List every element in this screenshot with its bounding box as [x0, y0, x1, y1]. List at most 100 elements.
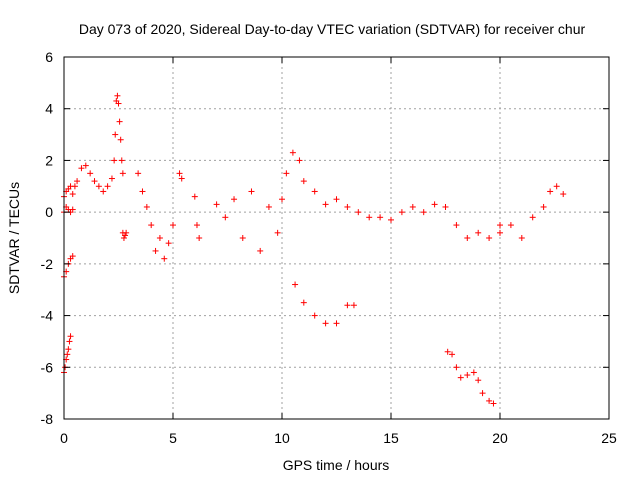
data-point	[122, 232, 129, 239]
data-point	[344, 302, 351, 309]
data-point	[388, 216, 394, 223]
data-point	[116, 118, 123, 125]
data-point	[161, 255, 168, 262]
data-point	[170, 222, 176, 229]
series-5.3h	[176, 170, 185, 182]
data-point	[231, 196, 238, 203]
series-deep-start	[61, 333, 74, 376]
data-point	[311, 188, 318, 195]
data-point	[111, 157, 118, 164]
data-point	[453, 364, 460, 371]
data-point	[449, 351, 456, 358]
data-point	[165, 240, 172, 247]
series-6.1h	[191, 193, 203, 241]
data-point	[350, 302, 357, 309]
data-point	[444, 348, 451, 355]
data-point	[366, 214, 373, 221]
data-point	[176, 170, 183, 177]
chart-title: Day 073 of 2020, Sidereal Day-to-day VTE…	[79, 21, 586, 37]
series-10-13h-negative	[292, 281, 357, 327]
data-point	[82, 162, 89, 169]
x-tick-label: 15	[383, 430, 399, 446]
series-spike-2.4h	[111, 92, 126, 177]
axis-ticks: 0 5 10 15 20 25 -8 -6 -4 -2 0 2 4 6	[41, 49, 617, 446]
data-point	[143, 203, 150, 210]
data-point	[123, 229, 130, 236]
data-point	[95, 183, 102, 190]
data-point	[475, 229, 482, 236]
data-point	[248, 188, 255, 195]
data-point	[457, 374, 464, 381]
data-point	[497, 229, 503, 236]
data-point	[196, 235, 203, 241]
series-7-10h-cluster	[213, 188, 285, 254]
data-point	[69, 253, 76, 260]
x-tick-label: 20	[492, 430, 508, 446]
data-point	[296, 157, 303, 164]
series-14-20h-band	[377, 201, 503, 241]
y-tick-label: -2	[41, 256, 54, 272]
data-point	[333, 320, 340, 327]
data-point	[71, 183, 78, 190]
data-point	[152, 247, 159, 254]
data-point	[464, 372, 471, 379]
series-20-23h-rise	[497, 183, 567, 241]
x-tick-label: 25	[601, 430, 617, 446]
data-point	[507, 222, 514, 229]
data-point	[67, 333, 74, 340]
data-point	[118, 157, 125, 164]
x-tick-label: 0	[60, 430, 68, 446]
data-point	[69, 191, 76, 198]
x-tick-label: 10	[274, 430, 290, 446]
plot-frame	[63, 56, 610, 420]
data-point	[65, 346, 72, 353]
data-point	[292, 281, 299, 288]
y-tick-label: -4	[41, 308, 54, 324]
data-point	[91, 178, 98, 185]
data-point	[529, 214, 536, 221]
series-17.5-19.7h-deep	[444, 348, 497, 407]
data-point	[104, 183, 111, 190]
data-point	[377, 214, 384, 221]
data-point	[114, 92, 121, 99]
data-point	[311, 312, 318, 319]
data-point	[135, 170, 142, 177]
y-axis-label: SDTVAR / TECUs	[6, 182, 22, 294]
data-point	[74, 178, 81, 185]
series-early-positive	[61, 162, 115, 200]
series-negative-start	[61, 253, 76, 280]
data-point	[213, 201, 220, 208]
data-point	[87, 170, 94, 177]
data-point	[547, 188, 554, 195]
data-point	[398, 209, 405, 216]
data-point	[193, 222, 200, 229]
data-point	[486, 235, 493, 241]
y-tick-label: 2	[45, 152, 53, 168]
data-point	[119, 170, 126, 177]
data-point	[300, 299, 307, 306]
data-point	[344, 203, 351, 210]
data-point	[115, 100, 122, 107]
data-point	[265, 203, 272, 210]
y-tick-label: 4	[45, 101, 53, 117]
data-point	[66, 338, 73, 345]
data-points	[61, 92, 567, 407]
data-point	[191, 193, 198, 200]
series-early-near-zero	[61, 203, 76, 216]
data-point	[178, 175, 185, 182]
data-point	[100, 188, 107, 195]
data-point	[540, 203, 547, 210]
data-point	[355, 209, 362, 216]
data-point	[156, 235, 163, 241]
data-point	[431, 201, 438, 208]
series-3-5h-cluster	[135, 170, 176, 262]
y-tick-label: -8	[41, 411, 54, 427]
data-point	[464, 235, 471, 241]
data-point	[108, 175, 115, 182]
data-point	[442, 203, 449, 210]
data-point	[453, 222, 460, 229]
data-point	[139, 188, 146, 195]
data-point	[64, 351, 71, 358]
y-tick-label: 0	[45, 204, 53, 220]
